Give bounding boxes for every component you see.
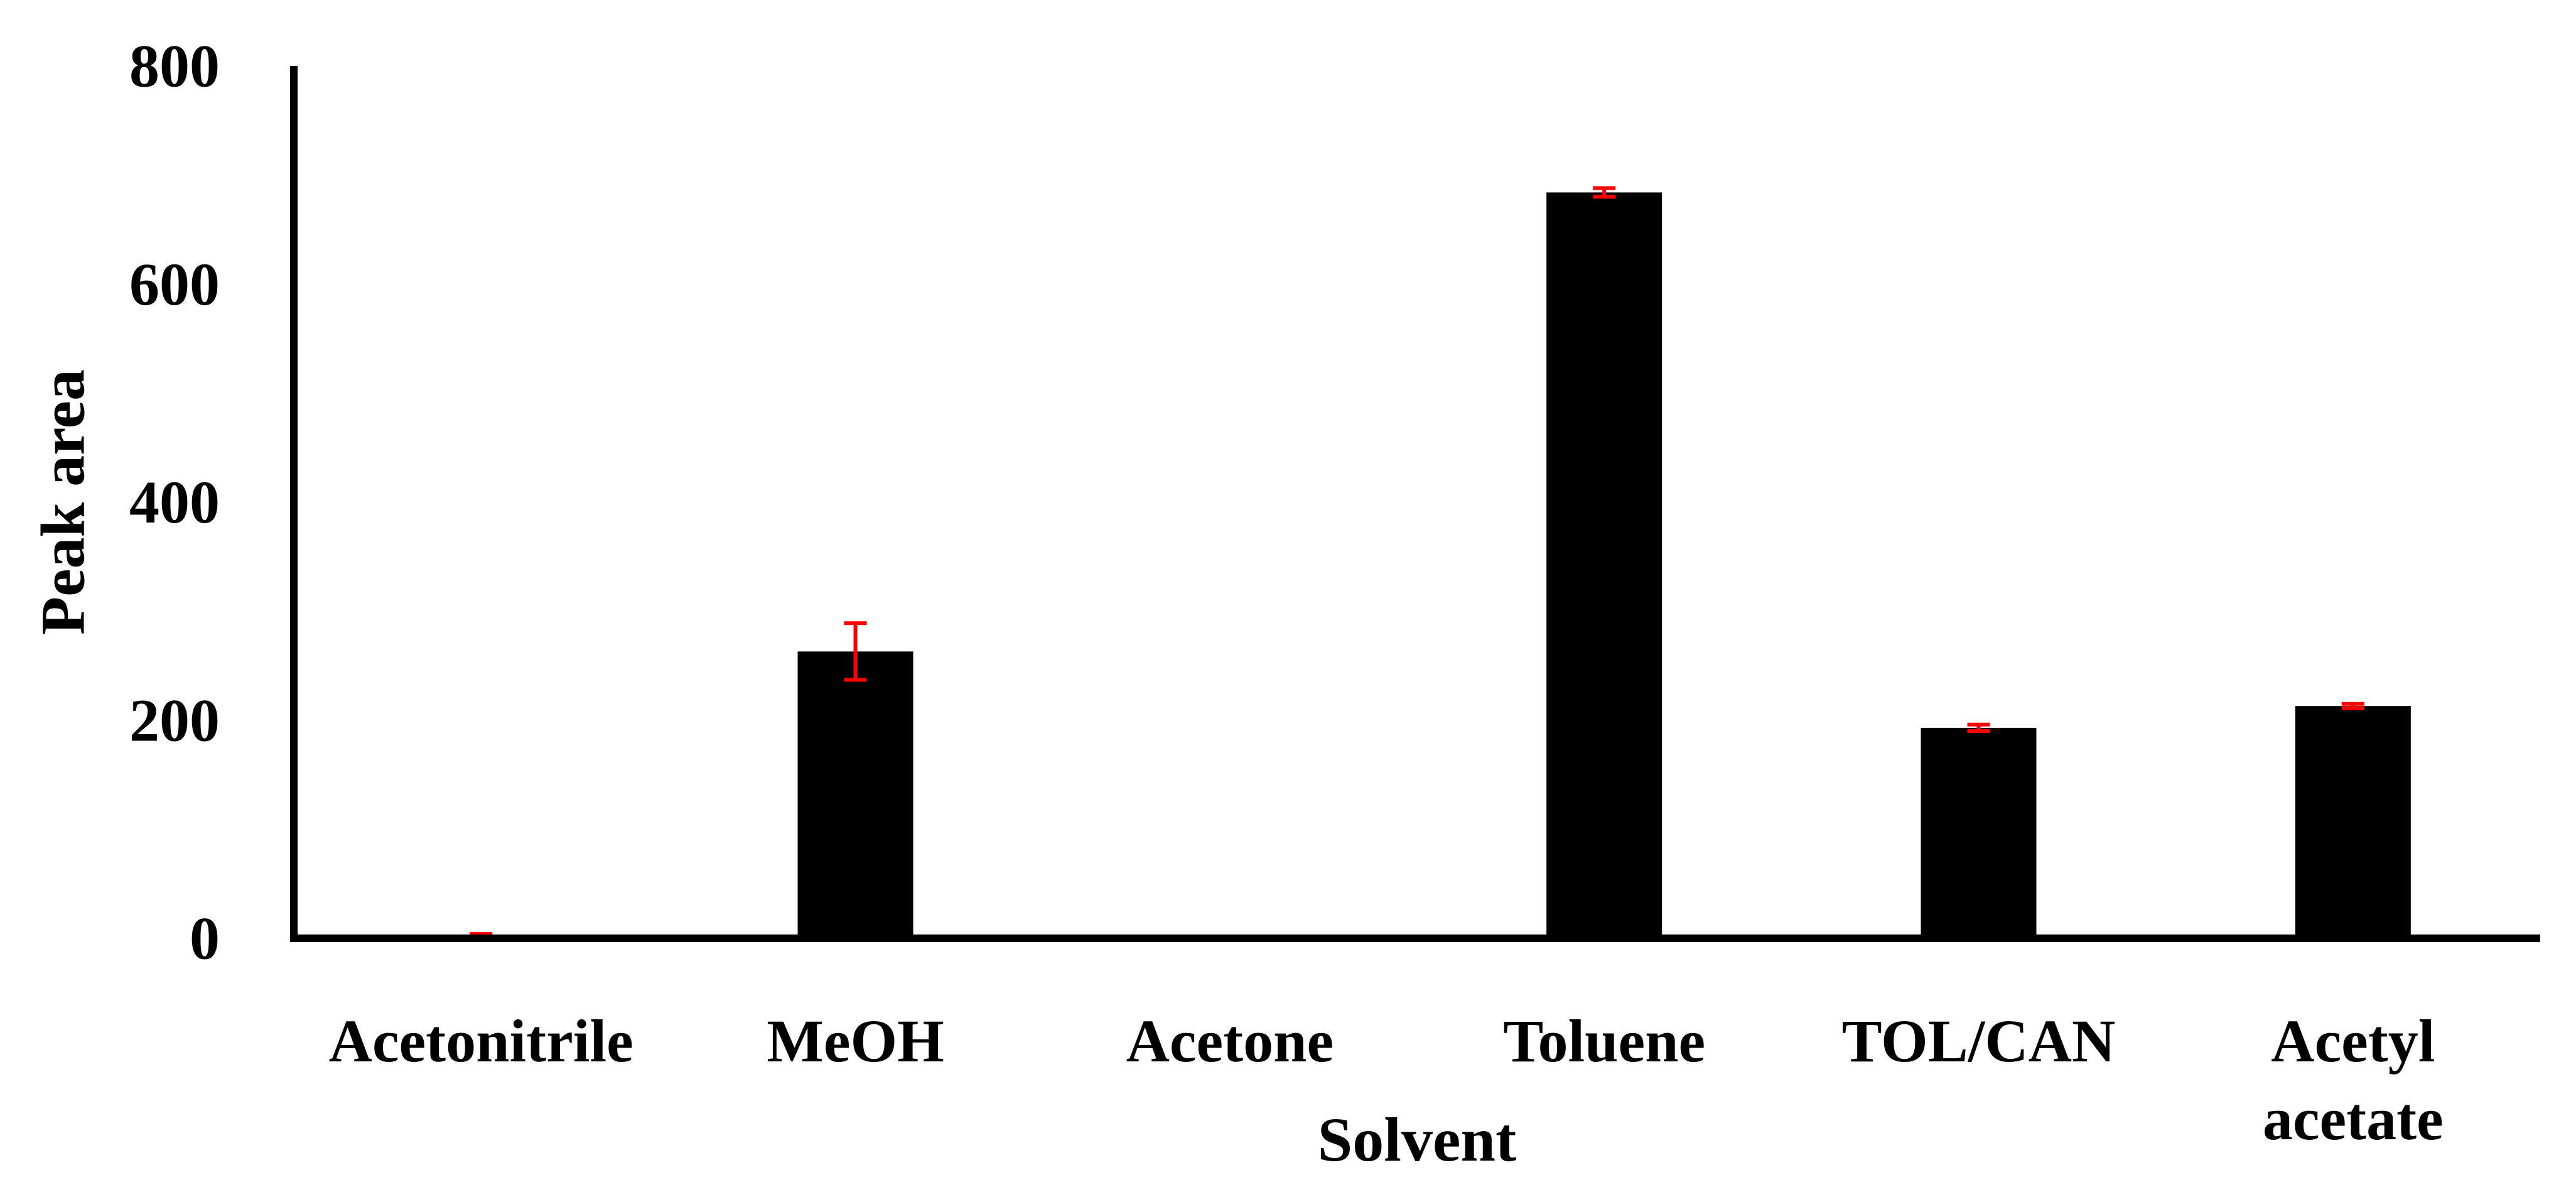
bar <box>1546 192 1663 938</box>
x-tick-label: Acetone <box>1126 1007 1334 1075</box>
error-bar <box>2341 702 2364 710</box>
bars-layer <box>423 192 2411 938</box>
x-axis-label: Solvent <box>1318 1105 1517 1174</box>
x-tick-label: TOL/CAN <box>1842 1007 2116 1075</box>
y-tick-label: 800 <box>129 33 220 100</box>
x-tick-labels: Acetonitrile MeOH Acetone Toluene TOL/CAN Ace… <box>329 1007 2444 1152</box>
y-tick-label: 0 <box>190 905 220 972</box>
x-tick-label: Toluene <box>1503 1007 1705 1075</box>
error-bar <box>844 621 867 682</box>
y-tick-label: 600 <box>129 251 220 318</box>
error-bar <box>1593 186 1616 199</box>
bar <box>797 651 913 938</box>
y-tick-labels: 0 200 400 600 800 <box>129 33 220 972</box>
bar <box>2295 706 2411 938</box>
y-axis-label: Peak area <box>28 369 98 635</box>
axes-layer <box>290 66 2540 942</box>
bar <box>1921 727 2037 938</box>
x-tick-label: MeOH <box>767 1007 944 1075</box>
error-bar <box>1967 722 1990 734</box>
x-tick-label: Acetyl acetate <box>2263 1007 2444 1152</box>
y-tick-label: 400 <box>129 469 220 536</box>
y-tick-label: 200 <box>129 686 220 754</box>
error-bars-layer <box>470 186 2364 940</box>
x-tick-label: Acetonitrile <box>329 1007 633 1075</box>
